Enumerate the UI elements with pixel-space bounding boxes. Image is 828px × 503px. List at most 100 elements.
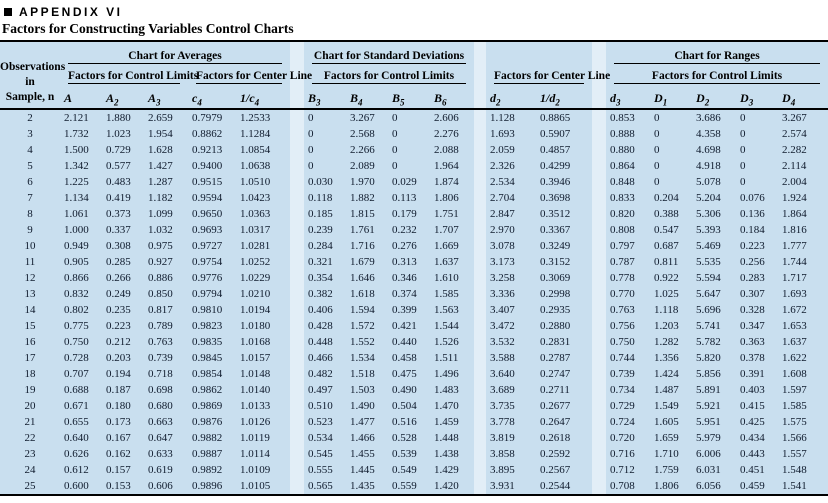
factor-cell: 3.686 xyxy=(696,112,721,124)
factor-cell: 0.975 xyxy=(148,240,173,252)
factor-cell: 1.622 xyxy=(782,352,807,364)
factor-cell: 1.526 xyxy=(434,336,459,348)
factor-cell: 1.594 xyxy=(350,304,375,316)
factor-cell: 1.0148 xyxy=(240,368,271,380)
factor-cell: 0.2567 xyxy=(540,464,571,476)
sample-size-cell: 11 xyxy=(24,256,36,268)
group-separator xyxy=(592,462,607,478)
factor-cell: 1.477 xyxy=(350,416,375,428)
factor-cell: 1.548 xyxy=(782,464,807,476)
factor-cell: 1.806 xyxy=(654,480,679,492)
factor-cell: 0.276 xyxy=(392,240,417,252)
factor-cell: 3.895 xyxy=(490,464,515,476)
factor-cell: 1.659 xyxy=(654,432,679,444)
group-separator xyxy=(474,238,487,254)
factor-cell: 0.232 xyxy=(392,224,417,236)
group-separator xyxy=(474,350,487,366)
factor-cell: 0 xyxy=(392,128,398,140)
factor-cell: 1.203 xyxy=(654,320,679,332)
factor-cell: 0.308 xyxy=(106,240,131,252)
factor-cell: 5.891 xyxy=(696,384,721,396)
factor-cell: 0.443 xyxy=(740,448,765,460)
factor-cell: 1.954 xyxy=(148,128,173,140)
factor-cell: 1.023 xyxy=(106,128,131,140)
factor-cell: 1.874 xyxy=(434,176,459,188)
column-header-A2: A2 xyxy=(102,86,144,110)
factor-cell: 0.729 xyxy=(610,400,635,412)
column-header-B6: B6 xyxy=(430,86,475,110)
factor-cell: 5.594 xyxy=(696,272,721,284)
group-separator xyxy=(474,66,487,86)
factor-cell: 5.741 xyxy=(696,320,721,332)
factor-cell: 1.744 xyxy=(782,256,807,268)
factor-cell: 0.510 xyxy=(308,400,333,412)
factor-cell: 1.669 xyxy=(434,240,459,252)
square-bullet-icon xyxy=(4,8,12,16)
factor-cell: 0.619 xyxy=(148,464,173,476)
sample-size-cell: 5 xyxy=(27,160,33,172)
group-separator xyxy=(290,86,305,110)
factor-cell: 0.2787 xyxy=(540,352,571,364)
factor-cell: 0.886 xyxy=(148,272,173,284)
factor-cell: 0.600 xyxy=(64,480,89,492)
table-row: 4 1.500 0.729 1.628 0.9213 1.0854 0 2.266 0 2.088… xyxy=(0,142,828,158)
factor-cell: 0.770 xyxy=(610,288,635,300)
factor-cell: 1.466 xyxy=(350,432,375,444)
factor-cell: 1.618 xyxy=(350,288,375,300)
group-separator xyxy=(474,41,487,66)
column-header-D1: D1 xyxy=(650,86,693,110)
factor-cell: 0.9862 xyxy=(192,384,223,396)
appendix-label: APPENDIX VI xyxy=(19,5,123,19)
sample-size-cell: 10 xyxy=(24,240,36,252)
factor-cell: 0.9693 xyxy=(192,224,223,236)
factor-cell: 0.256 xyxy=(740,256,765,268)
factor-cell: 5.951 xyxy=(696,416,721,428)
factor-cell: 1.0180 xyxy=(240,320,271,332)
factor-cell: 1.182 xyxy=(148,192,173,204)
factor-cell: 0.680 xyxy=(148,400,173,412)
factor-cell: 1.500 xyxy=(64,144,89,156)
factor-cell: 3.778 xyxy=(490,416,515,428)
factor-cell: 1.710 xyxy=(654,448,679,460)
factor-cell: 1.597 xyxy=(782,384,807,396)
factor-cell: 2.266 xyxy=(350,144,375,156)
table-row: 17 0.728 0.203 0.739 0.9845 1.0157 0.466 1.534 0… xyxy=(0,350,828,366)
factor-cell: 3.735 xyxy=(490,400,515,412)
factor-cell: 1.970 xyxy=(350,176,375,188)
subheader-ranges-center-line: Factors for Center Line xyxy=(494,70,611,84)
factor-cell: 3.858 xyxy=(490,448,515,460)
sample-size-cell: 24 xyxy=(24,464,36,476)
factor-cell: 0.239 xyxy=(308,224,333,236)
group-separator xyxy=(592,350,607,366)
group-separator xyxy=(474,158,487,174)
factor-cell: 0.9650 xyxy=(192,208,223,220)
factor-cell: 0.363 xyxy=(740,336,765,348)
group-separator xyxy=(290,222,305,238)
factor-cell: 1.099 xyxy=(148,208,173,220)
factor-cell: 0.153 xyxy=(106,480,131,492)
factor-cell: 0.547 xyxy=(654,224,679,236)
factor-cell: 0.9835 xyxy=(192,336,223,348)
factor-cell: 0.687 xyxy=(654,240,679,252)
factor-cell: 0.3512 xyxy=(540,208,571,220)
factor-cell: 1.134 xyxy=(64,192,89,204)
sample-size-cell: 16 xyxy=(24,336,36,348)
group-separator xyxy=(592,142,607,158)
appendix-heading: APPENDIX VI xyxy=(0,0,828,20)
factor-cell: 0.716 xyxy=(610,448,635,460)
factor-cell: 5.647 xyxy=(696,288,721,300)
factor-cell: 0 xyxy=(740,112,746,124)
factor-cell: 0.808 xyxy=(610,224,635,236)
factor-cell: 0.162 xyxy=(106,448,131,460)
factor-cell: 0.671 xyxy=(64,400,89,412)
factor-cell: 3.336 xyxy=(490,288,515,300)
factor-cell: 1.225 xyxy=(64,176,89,188)
factor-cell: 0.223 xyxy=(740,240,765,252)
column-header-A3: A3 xyxy=(144,86,188,110)
table-row: 9 1.000 0.337 1.032 0.9693 1.0317 0.239 1.761 0.… xyxy=(0,222,828,238)
factor-cell: 1.0638 xyxy=(240,160,271,172)
factor-cell: 1.880 xyxy=(106,112,131,124)
factor-cell: 0.775 xyxy=(64,320,89,332)
factor-cell: 1.445 xyxy=(350,464,375,476)
column-header-B4: B4 xyxy=(346,86,389,110)
